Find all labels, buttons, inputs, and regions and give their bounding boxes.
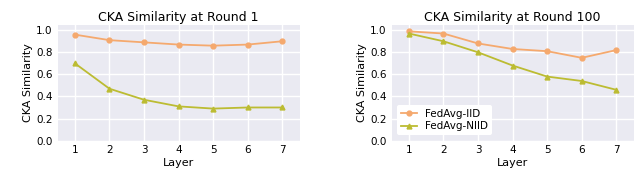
FedAvg-NIID [509,64,516,67]
FedAvg-NIID [612,89,620,91]
FedAvg-IID [578,57,586,59]
FedAvg-NIID [209,108,217,110]
X-axis label: Layer: Layer [163,158,194,168]
FedAvg-IID [474,42,482,45]
Title: CKA Similarity at Round 1: CKA Similarity at Round 1 [99,10,259,24]
FedAvg-NIID [140,99,148,101]
Legend: FedAvg-IID, FedAvg-NIID: FedAvg-IID, FedAvg-NIID [397,105,492,135]
FedAvg-NIID [440,40,447,42]
FedAvg-IID [509,48,516,50]
FedAvg-NIID [578,80,586,82]
FedAvg-IID [140,41,148,44]
FedAvg-NIID [106,88,113,90]
FedAvg-IID [278,40,286,42]
Line: FedAvg-IID: FedAvg-IID [72,32,285,48]
FedAvg-IID [106,39,113,41]
Y-axis label: CKA Similarity: CKA Similarity [24,43,33,122]
Line: FedAvg-NIID: FedAvg-NIID [72,61,285,111]
FedAvg-NIID [405,32,413,35]
Line: FedAvg-IID: FedAvg-IID [406,29,619,60]
Line: FedAvg-NIID: FedAvg-NIID [406,31,619,92]
Y-axis label: CKA Similarity: CKA Similarity [358,43,367,122]
FedAvg-IID [209,44,217,47]
FedAvg-IID [71,33,79,36]
FedAvg-IID [405,30,413,32]
FedAvg-IID [175,44,182,46]
FedAvg-NIID [278,106,286,109]
FedAvg-NIID [244,106,252,109]
FedAvg-NIID [71,62,79,64]
X-axis label: Layer: Layer [497,158,528,168]
FedAvg-IID [440,32,447,35]
FedAvg-IID [543,50,551,52]
FedAvg-NIID [175,105,182,108]
FedAvg-IID [612,49,620,51]
FedAvg-IID [244,44,252,46]
FedAvg-NIID [474,51,482,53]
FedAvg-NIID [543,75,551,78]
Title: CKA Similarity at Round 100: CKA Similarity at Round 100 [424,10,601,24]
